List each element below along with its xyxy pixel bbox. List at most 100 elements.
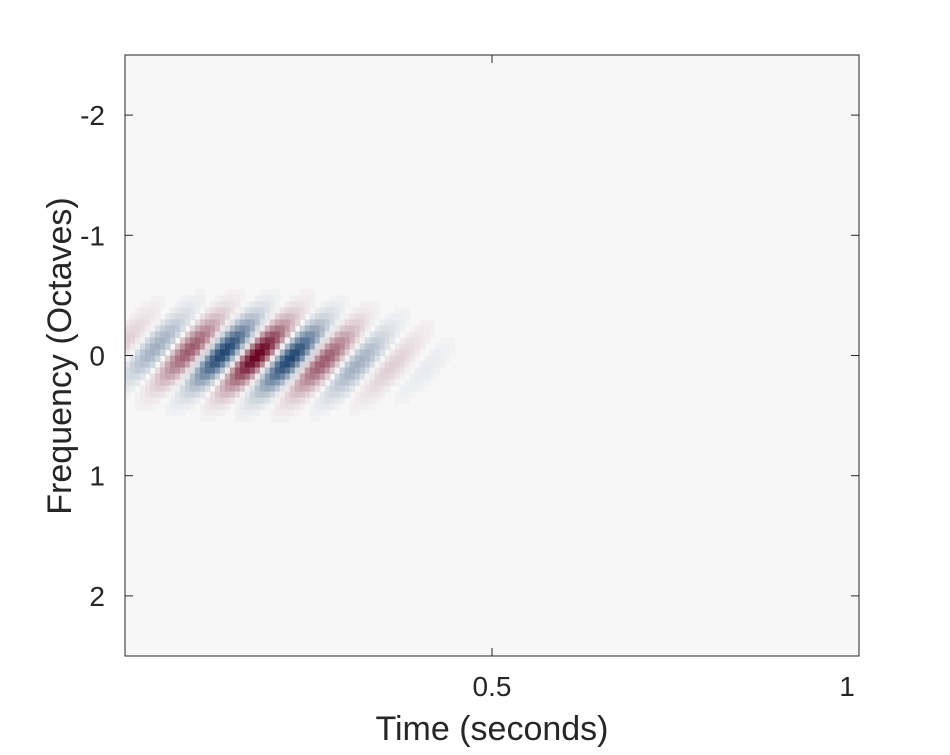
heatmap-cell	[344, 361, 351, 369]
heatmap-cell	[429, 373, 436, 381]
heatmap-cell	[219, 367, 226, 375]
heatmap-cell	[164, 373, 171, 381]
heatmap-cell	[154, 385, 161, 393]
heatmap-cell	[194, 367, 201, 375]
heatmap-cell	[299, 403, 306, 411]
heatmap-cell	[329, 391, 336, 399]
heatmap-cell	[169, 313, 176, 321]
heatmap-cell	[229, 349, 236, 357]
heatmap-cell	[134, 319, 141, 327]
heatmap-cell	[169, 397, 176, 405]
heatmap-cell	[404, 307, 411, 315]
heatmap-cell	[319, 409, 326, 417]
heatmap-cell	[174, 409, 181, 417]
heatmap-cell	[329, 361, 336, 369]
heatmap-cell	[159, 337, 166, 345]
heatmap-cell	[234, 403, 241, 411]
heatmap-cell	[154, 319, 161, 327]
heatmap-cell	[319, 331, 326, 339]
heatmap-cell	[174, 313, 181, 321]
heatmap-cell	[294, 349, 301, 357]
heatmap-cell	[279, 313, 286, 321]
heatmap-cell	[169, 379, 176, 387]
heatmap-cell	[259, 307, 266, 315]
heatmap-cell	[249, 349, 256, 357]
heatmap-cell	[374, 361, 381, 369]
y-axis: -2 -1 0 1 2	[80, 100, 859, 612]
heatmap-cell	[374, 331, 381, 339]
heatmap-cell	[214, 343, 221, 351]
heatmap-cell	[204, 379, 211, 387]
heatmap-cell	[309, 349, 316, 357]
heatmap-cell	[304, 385, 311, 393]
heatmap-cell	[304, 331, 311, 339]
heatmap-cell	[329, 355, 336, 363]
heatmap-cell	[204, 331, 211, 339]
heatmap-cell	[349, 385, 356, 393]
heatmap-cell	[324, 325, 331, 333]
heatmap-cell	[319, 397, 326, 405]
heatmap-cell	[229, 313, 236, 321]
heatmap-cell	[154, 331, 161, 339]
heatmap-cell	[139, 349, 146, 357]
heatmap-cell	[449, 343, 456, 351]
heatmap-cell	[239, 373, 246, 381]
heatmap-cell	[329, 343, 336, 351]
heatmap-cell	[334, 367, 341, 375]
heatmap-cell	[359, 367, 366, 375]
heatmap-cell	[334, 403, 341, 411]
heatmap-cell	[154, 373, 161, 381]
heatmap-cell	[259, 301, 266, 309]
heatmap-cell	[334, 379, 341, 387]
heatmap-cell	[324, 397, 331, 405]
heatmap-cell	[309, 313, 316, 321]
heatmap-cell	[309, 367, 316, 375]
heatmap-cell	[224, 361, 231, 369]
heatmap-cell	[284, 331, 291, 339]
heatmap-cell	[214, 313, 221, 321]
heatmap-cell	[279, 355, 286, 363]
heatmap-cell	[125, 349, 131, 357]
heatmap-cell	[169, 367, 176, 375]
heatmap-cell	[339, 373, 346, 381]
heatmap-cell	[384, 355, 391, 363]
heatmap-cell	[244, 355, 251, 363]
heatmap-cell	[154, 379, 161, 387]
heatmap-cell	[329, 325, 336, 333]
heatmap-cell	[125, 385, 131, 393]
heatmap-cell	[139, 343, 146, 351]
heatmap-cell	[319, 343, 326, 351]
heatmap-cell	[179, 379, 186, 387]
heatmap-cell	[364, 385, 371, 393]
heatmap-cell	[164, 331, 171, 339]
heatmap-cell	[324, 343, 331, 351]
y-axis-label: Frequency (Octaves)	[41, 197, 79, 514]
heatmap-cell	[199, 349, 206, 357]
heatmap-cell	[429, 355, 436, 363]
heatmap-cell	[139, 337, 146, 345]
heatmap-cell	[184, 343, 191, 351]
heatmap-cell	[194, 397, 201, 405]
heatmap-cell	[169, 349, 176, 357]
heatmap-cell	[269, 355, 276, 363]
heatmap-cell	[174, 349, 181, 357]
heatmap-cell	[329, 367, 336, 375]
heatmap-cell	[284, 325, 291, 333]
heatmap-cell	[254, 307, 261, 315]
heatmap-cell	[125, 355, 131, 363]
heatmap-cell	[359, 373, 366, 381]
heatmap-cell	[199, 355, 206, 363]
heatmap-cell	[224, 301, 231, 309]
heatmap-cell	[294, 313, 301, 321]
heatmap-cell	[324, 361, 331, 369]
heatmap-cell	[184, 367, 191, 375]
heatmap-cell	[194, 307, 201, 315]
heatmap-cell	[219, 355, 226, 363]
heatmap-cell	[154, 301, 161, 309]
heatmap-cell	[399, 325, 406, 333]
heatmap-cell	[179, 367, 186, 375]
heatmap-cell	[209, 373, 216, 381]
heatmap-cell	[269, 361, 276, 369]
heatmap-cell	[174, 319, 181, 327]
